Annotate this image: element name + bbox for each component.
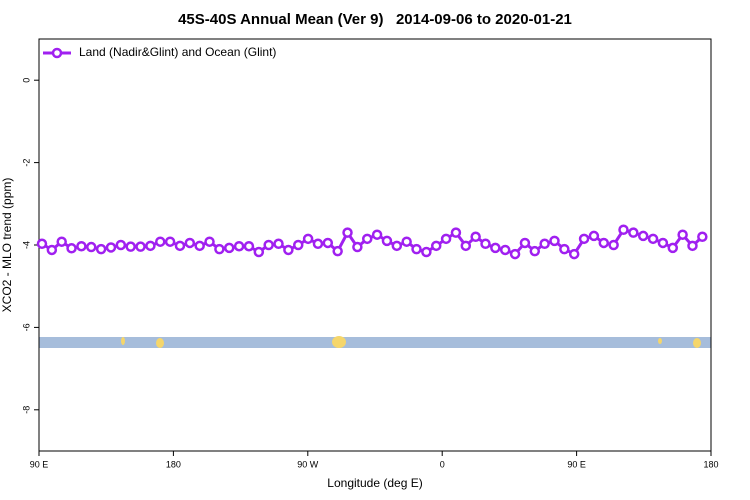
land-patch [121,337,125,345]
data-point [421,246,432,258]
data-point [322,237,334,249]
land-patch [658,338,662,344]
data-point [559,243,570,255]
data-point [598,237,610,249]
data-point [697,231,708,243]
land-patch [693,338,701,348]
data-point [332,245,343,257]
data-point [125,241,136,252]
data-point [302,233,314,245]
data-point [233,240,245,252]
data-point [667,242,679,254]
legend-label: Land (Nadir&Glint) and Ocean (Glint) [79,45,276,59]
data-point [174,240,186,252]
data-point [283,244,294,256]
data-point [381,235,393,247]
data-point [214,243,225,255]
data-point [608,239,619,251]
x-axis-label: Longitude (deg E) [327,476,422,490]
y-axis-label: XCO2 - MLO trend (ppm) [0,178,14,313]
data-point [155,236,166,247]
y-tick-label: -4 [21,241,31,249]
data-point [36,238,48,250]
land-patch [156,338,164,348]
y-tick-label: -6 [21,323,31,331]
data-point [430,240,442,252]
data-point [371,229,383,240]
data-point [440,233,452,245]
land-patch [332,336,346,348]
data-point [342,227,353,238]
y-tick-label: -2 [21,159,31,167]
data-point [588,230,600,242]
data-point [618,224,629,236]
data-point [46,244,58,256]
data-point [687,240,698,252]
data-point [352,241,363,253]
data-point [637,230,649,242]
data-point [568,248,580,260]
data-point [273,238,284,250]
y-tick-label: 0 [21,78,31,83]
data-point [135,241,146,252]
data-point [361,233,373,245]
data-point [470,231,481,243]
data-point [164,236,176,247]
x-tick-label: 0 [440,459,445,469]
data-point [292,239,304,251]
x-tick-label: 90 E [567,459,586,469]
data-point [263,239,274,251]
data-point [204,236,215,247]
data-point [549,235,560,247]
data-point [647,233,659,245]
data-point [95,243,107,255]
data-point [66,243,77,254]
y-tick-label: -8 [21,406,31,414]
x-tick-label: 90 W [297,459,319,469]
x-tick-label: 180 [703,459,718,469]
data-point [312,238,324,250]
data-point [657,237,669,249]
data-point [401,236,412,247]
data-point [391,240,403,252]
data-point [628,227,639,238]
data-point [539,238,550,250]
data-point [509,248,521,260]
data-point [578,233,590,245]
data-point [490,242,501,254]
data-point [450,227,462,238]
data-point [480,238,491,250]
legend-marker [51,47,63,59]
chart-title: 45S-40S Annual Mean (Ver 9) 2014-09-06 t… [178,11,572,28]
x-tick-label: 90 E [30,459,49,469]
x-tick-label: 180 [166,459,181,469]
data-point [76,240,87,252]
data-point [253,246,265,258]
data-point [56,236,67,247]
data-point [105,242,117,253]
land-ocean-strip [39,336,711,348]
data-point [194,240,205,252]
data-point [529,245,541,257]
data-point [460,240,472,252]
ocean-strip [39,337,711,348]
data-point [115,239,127,251]
data-point [86,241,97,253]
data-point [519,237,531,249]
data-point [145,240,156,252]
data-point [411,243,422,255]
data-point [499,244,511,256]
data-point [224,242,235,254]
data-point [184,237,196,249]
data-point [243,240,255,252]
data-point [677,229,688,240]
